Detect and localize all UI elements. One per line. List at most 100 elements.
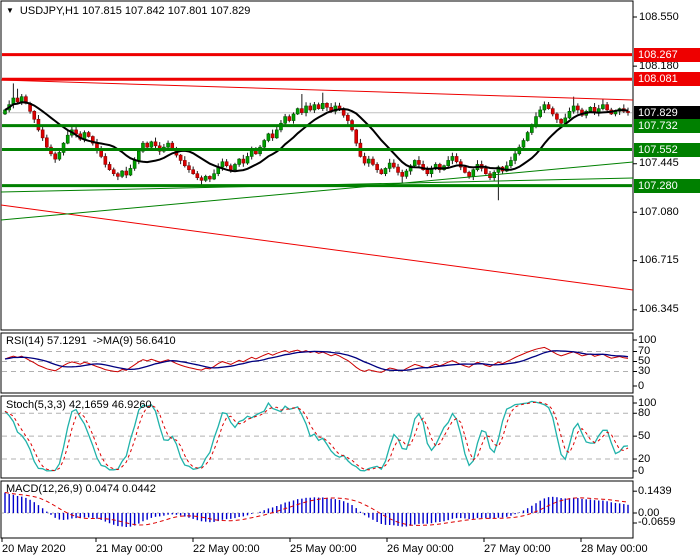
macd-signal-line (4, 492, 629, 526)
candle (484, 168, 488, 175)
candle (212, 173, 216, 180)
candle (182, 160, 187, 167)
panel-frame (0, 0, 634, 331)
stoch-axis-label: 100 (638, 396, 657, 409)
candle (496, 166, 501, 173)
candle (145, 142, 149, 148)
stoch-indicator-label: Stoch(5,3,3) 42,1659 46.9260 (6, 399, 152, 411)
price-axis-label: 106.345 (639, 303, 679, 316)
candle (237, 158, 241, 165)
candle (136, 150, 141, 161)
candle (571, 105, 576, 112)
candle (555, 113, 559, 120)
candle (300, 108, 304, 113)
candle (404, 170, 409, 177)
candle (408, 165, 413, 172)
candle (195, 173, 200, 178)
candle (61, 142, 66, 153)
candle (262, 140, 267, 148)
candle (525, 132, 530, 141)
candle (354, 129, 359, 144)
candle (320, 103, 325, 109)
time-axis-label: 21 May 00:00 (96, 543, 163, 555)
candle (178, 154, 183, 161)
candle (53, 153, 57, 160)
rsi-axis-label: 50 (638, 355, 651, 367)
candle (588, 107, 593, 112)
candle (467, 172, 471, 177)
candle (32, 110, 37, 120)
candle (65, 134, 70, 144)
candle (550, 108, 555, 115)
price-axis-label: 108.550 (639, 10, 679, 23)
candle (283, 116, 287, 124)
candle (366, 158, 371, 164)
candle (341, 109, 346, 116)
level-price-badge: 107.732 (634, 118, 700, 133)
macd-axis-label: 0.1439 (638, 484, 672, 497)
time-axis-label: 27 May 00:00 (484, 543, 551, 555)
level-price-badge: 108.081 (634, 72, 700, 87)
candle (513, 153, 517, 161)
time-axis-label: 20 May 2020 (2, 543, 66, 555)
candle (383, 168, 388, 175)
candle (400, 172, 405, 177)
candle (576, 105, 580, 111)
candle (392, 162, 396, 168)
candle (191, 169, 195, 175)
candle (626, 110, 630, 113)
candle (3, 109, 7, 115)
panel-frame (0, 480, 634, 539)
candle (417, 160, 421, 165)
symbol-period-label: USDJPY,H1 (19, 5, 80, 17)
candle (103, 156, 108, 165)
candle (224, 161, 229, 167)
candle (396, 166, 400, 173)
ma-line (4, 101, 629, 173)
price-axis-label: 106.715 (639, 254, 679, 267)
trendline (0, 79, 634, 101)
candle (304, 105, 308, 113)
ohlc-label: 107.815 107.842 107.801 107.829 (82, 5, 251, 17)
candle (605, 104, 609, 111)
macd-indicator-label: MACD(12,26,9) 0.0474 0.0442 (6, 483, 156, 495)
rsi-axis-label: 0 (638, 379, 645, 392)
level-price-badge: 107.280 (634, 178, 700, 193)
level-price-badge: 108.267 (634, 47, 700, 62)
candle (521, 140, 526, 148)
collapse-icon[interactable]: ▼ (6, 6, 14, 15)
time-axis-label: 26 May 00:00 (387, 543, 454, 555)
candle (601, 104, 605, 109)
candle (220, 161, 225, 168)
stoch-axis-label: 0 (638, 464, 645, 477)
candle (45, 137, 49, 148)
candle (463, 166, 467, 173)
candle (438, 164, 442, 171)
rsi-axis-label: 70 (638, 345, 651, 357)
candle (128, 168, 133, 176)
macd-axis-label: -0.0659 (638, 516, 676, 529)
price-axis-label: 108.180 (639, 59, 679, 72)
candle (446, 160, 451, 167)
panel-frame (0, 332, 634, 394)
candle (57, 152, 62, 160)
candle (15, 97, 20, 103)
candle (19, 96, 24, 103)
time-axis-label: 22 May 00:00 (193, 543, 260, 555)
candle (346, 114, 350, 121)
candle (149, 141, 154, 148)
candle (559, 118, 563, 124)
trendline (0, 204, 634, 291)
candle (266, 133, 271, 141)
stoch-k-line (4, 400, 629, 472)
candle (454, 156, 459, 163)
stoch-axis-label: 80 (638, 406, 651, 419)
candle (504, 165, 509, 172)
candle (538, 109, 542, 117)
rsi-line (4, 346, 629, 373)
candle (425, 169, 430, 175)
candle (116, 173, 120, 177)
stoch-axis-label: 20 (638, 452, 651, 465)
candle (120, 170, 124, 177)
